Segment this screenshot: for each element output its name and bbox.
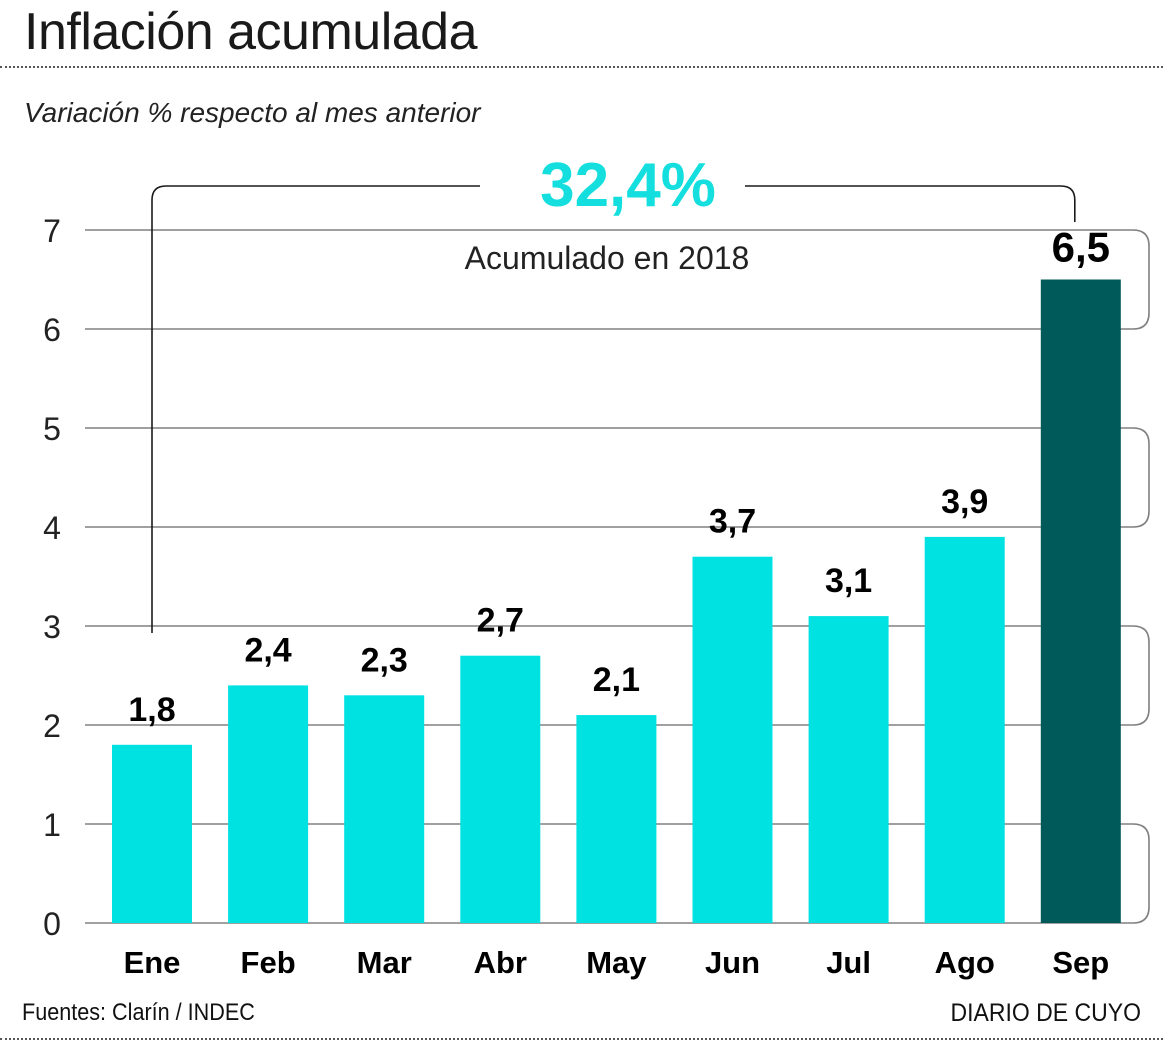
right-brackets [1120, 229, 1150, 924]
title-divider [0, 66, 1163, 68]
y-tick-label: 6 [43, 312, 61, 348]
bar-abr [460, 655, 541, 923]
x-tick-label: May [586, 945, 647, 980]
value-label: 2,1 [593, 661, 640, 699]
x-tick-label: Ene [124, 945, 181, 980]
x-tick-labels: Ene Feb Mar Abr May Jun Jul Ago Sep [124, 945, 1110, 980]
bar-ene [112, 744, 192, 923]
value-label: 3,9 [941, 483, 988, 521]
bar-sep [1040, 279, 1121, 923]
bar-ago [924, 536, 1005, 923]
bottom-divider [0, 1038, 1163, 1040]
x-tick-label: Sep [1052, 945, 1109, 980]
y-tick-label: 1 [43, 807, 61, 843]
y-tick-labels: 0 1 2 3 4 5 6 7 [43, 213, 61, 942]
grid-bracket [1120, 427, 1150, 528]
y-tick-label: 4 [43, 510, 61, 546]
x-tick-label: Jul [826, 945, 871, 980]
y-tick-label: 2 [43, 708, 61, 744]
value-labels: 1,8 2,4 2,3 2,7 2,1 3,7 3,1 3,9 6,5 [128, 224, 1110, 729]
grid-bracket [1120, 229, 1150, 330]
bar-jul [808, 616, 889, 923]
value-label: 3,1 [825, 562, 872, 600]
chart-title: Inflación acumulada [24, 3, 478, 61]
value-label: 2,3 [361, 641, 408, 679]
x-tick-label: Jun [705, 945, 760, 980]
accumulated-annotation: 32,4% Acumulado en 2018 [151, 151, 1076, 633]
bar-feb [228, 685, 309, 923]
value-label: 2,4 [244, 631, 291, 669]
y-tick-label: 5 [43, 411, 61, 447]
value-label: 1,8 [128, 691, 175, 729]
bar-mar [344, 695, 425, 923]
x-tick-label: Mar [357, 945, 412, 980]
accumulated-total: 32,4% [540, 151, 716, 220]
value-label: 3,7 [709, 503, 756, 541]
chart-subtitle: Variación % respecto al mes anterior [24, 97, 481, 128]
y-tick-label: 3 [43, 609, 61, 645]
grid-bracket [1120, 625, 1150, 726]
y-tick-label: 0 [43, 906, 61, 942]
bars [112, 279, 1121, 923]
bar-may [576, 715, 657, 923]
source-note: Fuentes: Clarín / INDEC [22, 999, 255, 1026]
accumulated-label: Acumulado en 2018 [465, 240, 750, 276]
brand-credit: DIARIO DE CUYO [950, 999, 1141, 1027]
bar-jun [692, 556, 773, 923]
grid-bracket [1120, 823, 1150, 924]
value-label: 6,5 [1052, 224, 1110, 271]
y-tick-label: 7 [43, 213, 61, 249]
x-tick-label: Feb [241, 945, 296, 980]
value-label: 2,7 [477, 602, 524, 640]
x-tick-label: Abr [474, 945, 527, 980]
x-tick-label: Ago [935, 945, 995, 980]
